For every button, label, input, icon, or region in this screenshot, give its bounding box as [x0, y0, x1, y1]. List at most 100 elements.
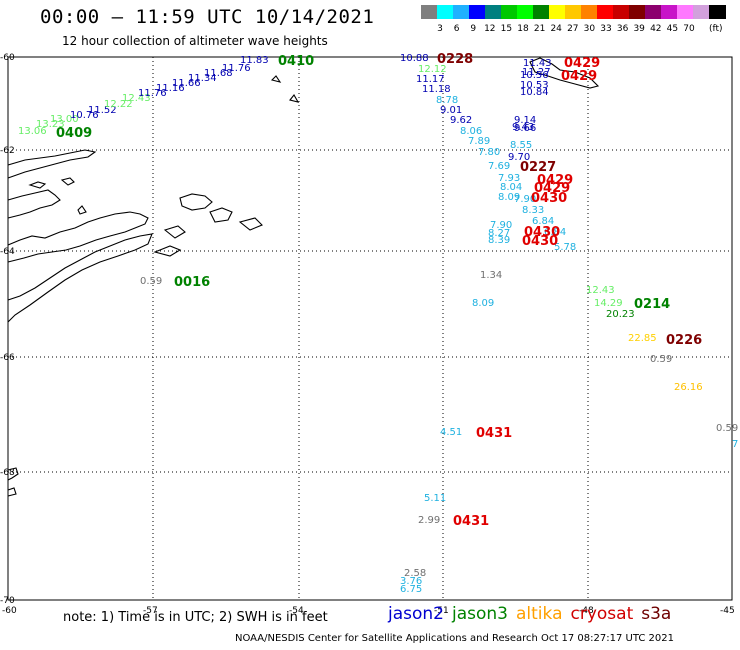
pass-time-label: 0227	[520, 160, 556, 175]
wave-height-value: 0.59	[716, 423, 738, 434]
wave-height-value: 11.27	[522, 67, 551, 78]
legend-entry: altika	[516, 604, 563, 624]
wave-height-value: 10.84	[520, 87, 549, 98]
wave-height-value: 0.59	[140, 276, 162, 287]
color-scale-label: 15	[500, 24, 513, 34]
wave-height-value: 8.09	[472, 298, 494, 309]
color-scale-cell	[693, 5, 710, 19]
wave-height-value: 5.11	[424, 493, 446, 504]
wave-height-value: 7.69	[488, 161, 510, 172]
wave-height-value: 11.83	[240, 55, 269, 66]
color-scale-label: 3	[437, 24, 443, 34]
wave-height-value: 8.04	[500, 182, 522, 193]
wave-height-value: 11.18	[422, 84, 451, 95]
wave-height-value: 10.76	[70, 110, 99, 121]
latitude-labels: -60 -62 -64 -66 -68 -70	[0, 53, 15, 606]
map-frame	[7, 56, 733, 601]
wave-height-value: 20.23	[606, 309, 635, 320]
wave-height-value: 1.34	[480, 270, 502, 281]
lat-label: -60	[0, 53, 15, 63]
color-scale-label: 12	[484, 24, 496, 34]
wave-height-value: 11.76	[222, 63, 251, 74]
wave-height-value: 11.52	[88, 105, 117, 116]
color-scale-cell	[453, 5, 470, 19]
wave-height-value: 9.66	[514, 123, 536, 134]
pass-time-label: 0016	[174, 275, 210, 290]
color-scale-cell	[709, 5, 726, 19]
wave-height-value: 11.66	[172, 78, 201, 89]
color-scale-label: 45	[666, 24, 679, 34]
lat-label: -62	[0, 146, 15, 156]
pass-time-label: 0429	[561, 69, 597, 84]
wave-height-value: 13.06	[18, 126, 47, 137]
wave-height-value: 0.59	[650, 354, 672, 365]
wave-height-value: 4.51	[440, 427, 462, 438]
wave-height-value: 7.90	[514, 194, 536, 205]
credit-text: NOAA/NESDIS Center for Satellite Applica…	[235, 633, 674, 644]
color-scale-cell	[629, 5, 646, 19]
wave-height-value: 13.23	[36, 119, 65, 130]
color-scale-cell	[437, 5, 454, 19]
color-scale-label: 33	[600, 24, 612, 34]
longitude-labels: -60 -57 -54 -51 -48 -45	[2, 606, 735, 616]
color-scale-label: 9	[470, 24, 477, 34]
wave-height-value: 7.90	[490, 220, 512, 231]
wave-height-value: 8.27	[488, 228, 510, 239]
wave-height-value: 9.70	[508, 152, 530, 163]
wave-height-value: 7.80	[478, 147, 500, 158]
wave-height-value: 8.06	[460, 126, 482, 137]
color-scale-cell	[533, 5, 550, 19]
wave-height-value: 3.76	[400, 576, 422, 587]
wave-height-value: 2.99	[418, 515, 440, 526]
wave-height-value: 6.84	[544, 227, 566, 238]
note-text: note: 1) Time is in UTC; 2) SWH is in fe…	[63, 610, 328, 625]
lat-label: -68	[0, 468, 15, 478]
pass-time-label: 0409	[56, 126, 92, 141]
coastline	[7, 57, 600, 497]
wave-height-value: 5.78	[554, 242, 576, 253]
wave-height-value: 8.39	[488, 235, 510, 246]
color-scale-cell	[677, 5, 694, 19]
graticule	[8, 57, 732, 600]
color-scale-label: 27	[567, 24, 579, 34]
pass-time-label: 0228	[437, 52, 473, 67]
wave-height-value: 8.09	[498, 192, 520, 203]
color-scale-cell	[485, 5, 502, 19]
lat-label: -66	[0, 353, 15, 363]
wave-height-value: 11.68	[204, 68, 233, 79]
map-subtitle: 12 hour collection of altimeter wave hei…	[62, 34, 328, 48]
lat-label: -64	[0, 247, 15, 257]
color-scale-cell	[501, 5, 518, 19]
wave-height-value: 8.55	[510, 140, 532, 151]
wave-height-value: 9.01	[440, 105, 462, 116]
wave-height-value: 9.62	[450, 115, 472, 126]
color-scale-cell	[517, 5, 534, 19]
lat-label: -70	[0, 596, 15, 606]
wave-height-value: 12.43	[586, 285, 615, 296]
wave-height-value: 10.88	[400, 53, 429, 64]
wave-height-value: 9.43	[512, 122, 534, 133]
color-scale-label: 18	[517, 24, 529, 34]
wave-height-value: 8.78	[436, 95, 458, 106]
pass-time-label: 0431	[453, 514, 489, 529]
color-scale-cell	[645, 5, 662, 19]
wave-height-value: 12.12	[418, 64, 447, 75]
wave-height-value: 11.43	[523, 58, 552, 69]
color-scale-cell	[549, 5, 566, 19]
wave-height-value: 10.56	[520, 70, 549, 81]
wave-height-value: 13.00	[50, 114, 79, 125]
legend-entry: s3a	[641, 604, 672, 624]
wave-height-value: 9.14	[514, 115, 536, 126]
lon-label: -51	[434, 606, 449, 616]
pass-time-label: 0430	[531, 191, 567, 206]
color-scale-cell	[661, 5, 678, 19]
satellite-legend: jason2 jason3 altika cryosat s3a	[388, 604, 679, 624]
color-scale-cell	[469, 5, 486, 19]
lon-label: -54	[289, 606, 304, 616]
color-scale-cell	[613, 5, 630, 19]
pass-time-label: 0226	[666, 333, 702, 348]
wave-height-value: 7.89	[468, 136, 490, 147]
wave-height-value: 11.34	[188, 73, 217, 84]
